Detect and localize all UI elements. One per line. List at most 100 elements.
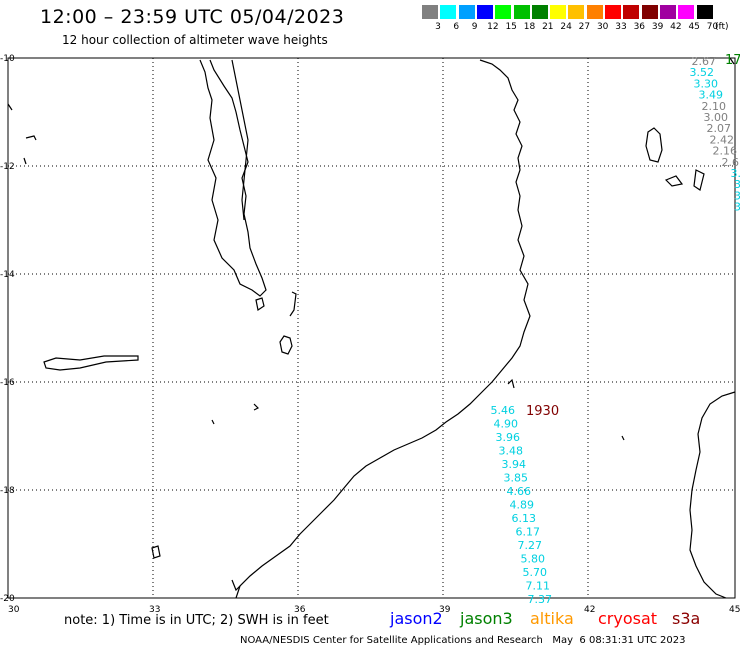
lake-chilwa [279,335,293,355]
map-frame [7,57,736,599]
lat-label: -18 [0,486,15,496]
swh-value: 7.27 [518,539,543,552]
graticule [8,58,735,598]
swh-value: 2.16 [713,145,738,158]
legend-swatch [641,5,658,19]
swh-value: 3.52 [690,66,715,79]
legend-label: 39 [651,22,664,32]
legend-label: 9 [471,22,478,32]
legend-label: 21 [542,22,554,32]
island-speck [151,545,161,559]
pass-time-label: 17 [725,53,740,68]
legend-label: 18 [523,22,536,32]
swh-value: 3.96 [496,431,521,444]
legend-label: 24 [560,22,572,32]
swh-value: 3.94 [502,458,527,471]
swh-value: 2.42 [710,133,735,146]
pass-time-label: 1930 [526,404,559,419]
note-text: note: 1) Time is in UTC; 2) SWH is in fe… [64,613,329,628]
swh-value: 3.85 [504,472,529,485]
legend-swatch [696,5,713,19]
legend-swatch [458,5,475,19]
swh-value: 4.89 [510,499,535,512]
lon-label: 42 [584,605,595,615]
lake-malawi-east-shore [231,59,249,221]
legend-label: 27 [578,22,591,32]
swh-value: 3.48 [499,445,524,458]
swh-value: 7.37 [528,593,553,606]
legend-swatch [422,5,438,19]
legend-swatch [568,5,585,19]
grande-comore [645,127,663,163]
legend-label: 15 [505,22,517,32]
swh-value: 3.00 [704,111,729,124]
map-title: 12:00 – 23:59 UTC 05/04/2023 [40,6,345,28]
swh-value: 3 [734,189,740,202]
mozambique-island [507,378,515,389]
cahora-bassa-lake [43,355,139,371]
island-speck [231,579,241,592]
legend-unit: (ft) [715,22,729,32]
lake-chiuta [289,291,297,317]
swh-value: 2.10 [702,100,727,113]
mayotte [693,169,705,191]
track-east-values: 2.673.523.303.492.103.002.072.422.162.63… [690,53,740,214]
swh-value: 5.46 [491,404,516,417]
madagascar-coast [689,391,736,599]
swh-value: 3.30 [694,77,719,90]
legend-swatch [440,5,457,19]
swh-value: 3 [734,178,740,191]
swh-value: 2.67 [692,55,717,68]
lake-malombe [255,297,265,311]
legend-swatch [531,5,548,19]
swh-value: 6.13 [512,512,537,525]
island-speck [253,403,260,411]
swh-value: 3. [731,167,740,180]
legend-swatch [586,5,603,19]
legend-label: 3 [435,22,441,32]
axis-labels: 30 33 36 39 42 45-10-12-14-16-18-20 [0,54,740,615]
lat-label: -20 [0,594,15,604]
swh-value: 2.6 [722,156,740,169]
satellite-name: jason3 [460,609,513,628]
swh-value: 3.49 [699,89,724,102]
lon-label: 36 [294,605,306,615]
lon-label: 30 [8,605,20,615]
island-speck [7,103,13,111]
swh-value: 4.66 [507,485,532,498]
lon-label: 39 [439,605,451,615]
anjouan [664,175,684,187]
legend-swatch [550,5,567,19]
swh-value: 3 [734,201,740,214]
map-subtitle: 12 hour collection of altimeter wave hei… [62,33,328,47]
legend-label: 42 [670,22,682,32]
legend-label: 70 [706,22,719,32]
swh-value: 5.80 [521,553,546,566]
swh-value: 4.90 [494,418,519,431]
lon-label: 45 [729,605,740,615]
swh-value: 6.17 [516,526,541,539]
satellite-name: jason2 [390,609,443,628]
island-speck [211,419,215,425]
swh-value: 7.11 [526,580,551,593]
swh-value: 5.70 [523,566,548,579]
island-speck [23,157,27,165]
satellite-name: s3a [672,609,701,628]
legend-label: 30 [596,22,609,32]
lat-label: -16 [0,378,15,388]
satellite-name: altika [530,609,574,628]
satellite-name: cryosat [598,609,658,628]
legend-swatch [476,5,493,19]
legend-swatch [678,5,695,19]
legend-label: 33 [615,22,627,32]
legend-swatch [659,5,676,19]
legend-label: 36 [633,22,646,32]
coastline [235,59,531,599]
legend-swatch [513,5,530,19]
island-speck [25,135,37,141]
lat-label: -12 [0,162,15,172]
lat-label: -10 [0,54,15,64]
legend-swatch [495,5,512,19]
island-speck [621,435,625,441]
